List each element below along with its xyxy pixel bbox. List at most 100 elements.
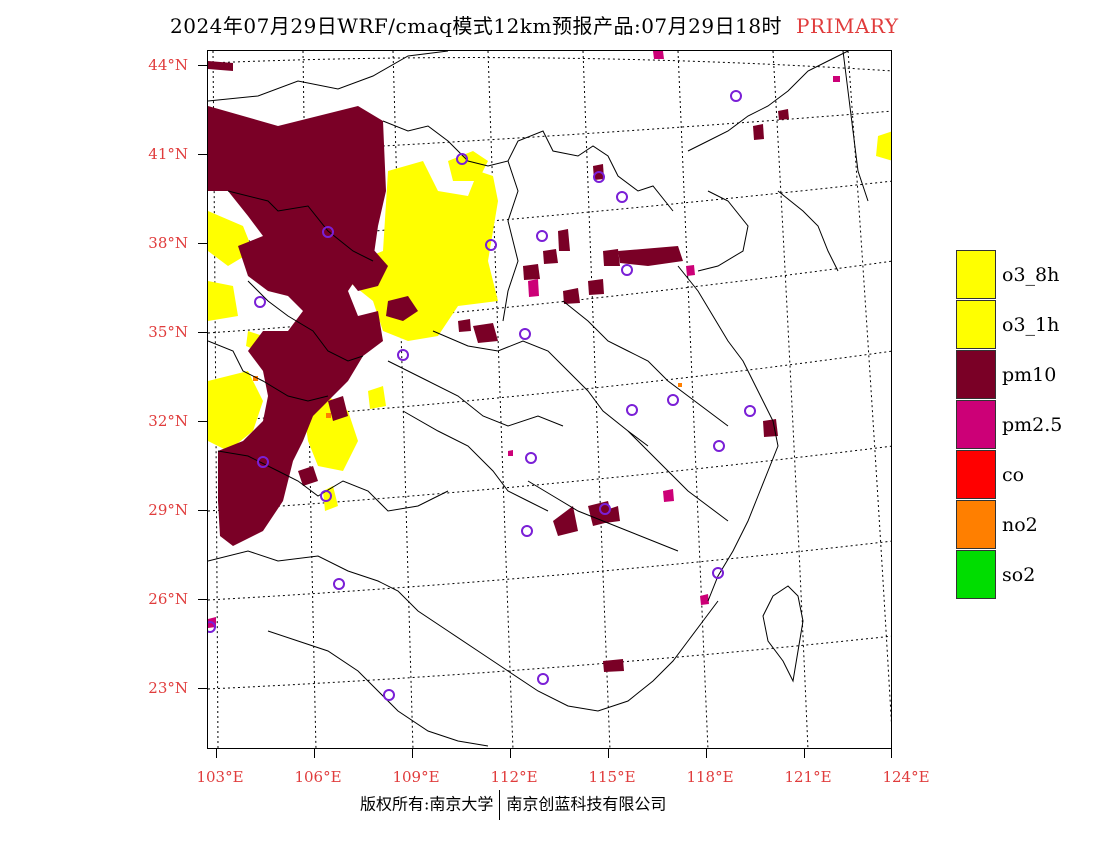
station-marker [616,191,628,203]
lat-tick [198,421,207,422]
lat-label-35: 35°N [148,323,188,341]
station-marker [519,328,531,340]
station-marker [744,405,756,417]
copyright: 版权所有:南京大学 南京创蓝科技有限公司 [360,790,666,820]
meridian-109 [392,51,414,748]
legend-label: co [1002,464,1025,486]
lon-tick [706,749,707,758]
station-marker [333,578,345,590]
lon-label-109: 109°E [392,768,440,786]
legend-item-pm25: pm2.5 [956,400,1062,450]
legend-swatch [956,250,996,299]
lon-label-103: 103°E [196,768,244,786]
primary-tag: PRIMARY [796,14,899,38]
station-marker [713,440,725,452]
parallel-26 [208,540,891,601]
title-text: 2024年07月29日WRF/cmaq模式12km预报产品:07月29日18时 [170,14,783,38]
lon-label-112: 112°E [490,768,538,786]
lon-tick [804,749,805,758]
lon-tick [216,749,217,758]
lon-tick [608,749,609,758]
parallel-23 [208,635,891,690]
station-marker [257,456,269,468]
legend-label: o3_8h [1002,264,1060,286]
lon-label-118: 118°E [686,768,734,786]
station-marker [712,567,724,579]
graticule [208,51,891,748]
lat-tick [198,243,207,244]
lat-label-23: 23°N [148,679,188,697]
lat-label-32: 32°N [148,412,188,430]
station-marker [626,404,638,416]
meridian-124 [847,51,891,724]
parallel-32 [208,350,891,423]
lon-label-115: 115°E [588,768,636,786]
lon-tick [891,749,892,758]
legend-label: so2 [1002,564,1036,586]
lat-label-41: 41°N [148,145,188,163]
legend-swatch [956,350,996,399]
lat-tick [198,599,207,600]
lat-tick [198,65,207,66]
legend-swatch [956,500,996,549]
legend-swatch [956,550,996,599]
station-marker [521,525,533,537]
meridian-118 [677,51,709,748]
lat-tick [198,510,207,511]
legend-label: o3_1h [1002,314,1060,336]
station-marker [536,230,548,242]
legend-item-pm10: pm10 [956,350,1056,400]
legend-swatch [956,450,996,499]
station-marker [322,226,334,238]
station-marker [593,171,605,183]
lat-label-44: 44°N [148,56,188,74]
station-marker [537,673,549,685]
station-marker [254,296,266,308]
o3-areas [208,131,891,511]
legend-swatch [956,400,996,449]
station-marker [525,452,537,464]
meridian-115 [582,51,611,748]
map-title: 2024年07月29日WRF/cmaq模式12km预报产品:07月29日18时 P… [170,10,899,39]
lon-tick [314,749,315,758]
station-marker [599,503,611,515]
legend-item-o3-8h: o3_8h [956,250,1059,300]
station-marker [485,239,497,251]
lon-tick [412,749,413,758]
lon-label-124: 124°E [882,768,930,786]
copyright-separator [499,790,501,820]
legend-swatch [956,300,996,349]
no2-spots [253,376,682,418]
meridian-121 [772,51,809,748]
station-marker [621,264,633,276]
lat-tick [198,332,207,333]
legend-item-no2: no2 [956,500,1038,550]
legend: o3_8h o3_1h pm10 pm2.5 co no2 so2 [956,250,1062,600]
stations [208,90,756,701]
legend-item-so2: so2 [956,550,1035,600]
station-marker [667,394,679,406]
legend-item-co: co [956,450,1024,500]
lat-tick [198,688,207,689]
lat-label-26: 26°N [148,590,188,608]
station-marker [320,490,332,502]
legend-label: pm10 [1002,364,1057,386]
station-marker [730,90,742,102]
meridian-112 [487,51,514,748]
copyright-right: 南京创蓝科技有限公司 [506,794,667,814]
lat-label-38: 38°N [148,234,188,252]
lon-label-106: 106°E [294,768,342,786]
lon-tick [510,749,511,758]
legend-label: pm2.5 [1002,414,1063,436]
pm10-areas [208,61,789,672]
station-marker [456,153,468,165]
parallel-44 [208,57,891,72]
lon-label-121: 121°E [784,768,832,786]
forecast-map[interactable] [207,50,892,749]
parallel-29 [208,445,891,512]
station-marker [383,689,395,701]
legend-item-o3-1h: o3_1h [956,300,1059,350]
lat-label-29: 29°N [148,501,188,519]
station-marker [397,349,409,361]
copyright-left: 版权所有:南京大学 [360,794,494,814]
